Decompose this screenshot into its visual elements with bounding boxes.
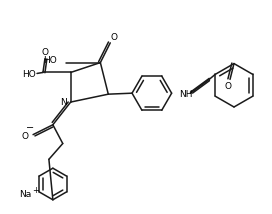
Text: Na: Na bbox=[19, 190, 32, 199]
Text: +: + bbox=[32, 186, 39, 195]
Text: −: − bbox=[26, 123, 34, 133]
Text: NH: NH bbox=[179, 90, 192, 99]
Text: N: N bbox=[60, 98, 67, 107]
Text: O: O bbox=[22, 132, 29, 141]
Text: HO: HO bbox=[43, 56, 57, 65]
Text: O: O bbox=[225, 82, 231, 91]
Text: O: O bbox=[111, 33, 118, 42]
Text: O: O bbox=[41, 48, 48, 57]
Text: HO: HO bbox=[22, 70, 36, 79]
